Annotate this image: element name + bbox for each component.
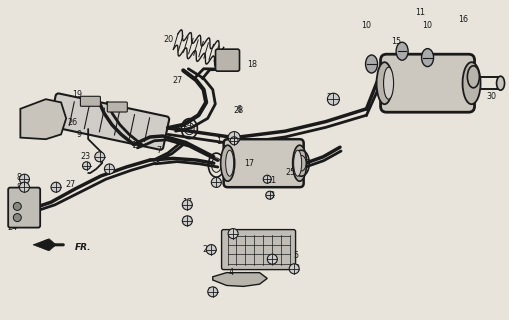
Text: 19: 19 [72, 90, 82, 99]
FancyBboxPatch shape [223, 139, 304, 187]
Circle shape [82, 162, 91, 170]
Ellipse shape [294, 150, 302, 176]
Circle shape [13, 203, 21, 211]
Circle shape [263, 175, 271, 183]
Ellipse shape [497, 76, 504, 90]
Text: 1: 1 [216, 137, 221, 146]
Text: 23: 23 [327, 93, 337, 102]
Circle shape [208, 287, 218, 297]
Ellipse shape [396, 42, 408, 60]
Circle shape [228, 132, 240, 144]
Ellipse shape [377, 62, 392, 104]
FancyBboxPatch shape [107, 102, 127, 112]
Text: 28: 28 [233, 106, 243, 115]
Text: 27: 27 [172, 76, 182, 84]
Circle shape [19, 182, 30, 192]
Text: 22: 22 [211, 179, 221, 188]
Text: 13: 13 [131, 141, 142, 150]
Text: 3: 3 [304, 159, 309, 168]
FancyBboxPatch shape [8, 188, 40, 228]
Text: 15: 15 [391, 37, 401, 46]
Ellipse shape [365, 55, 378, 73]
Ellipse shape [225, 150, 234, 176]
Circle shape [182, 216, 192, 226]
Text: 5: 5 [294, 252, 299, 260]
Text: 23: 23 [80, 152, 91, 161]
Text: 18: 18 [247, 60, 258, 68]
Circle shape [19, 174, 30, 184]
Text: 12: 12 [290, 264, 300, 273]
Polygon shape [33, 239, 56, 251]
Text: 23: 23 [208, 287, 218, 296]
Text: 9: 9 [76, 130, 81, 139]
Circle shape [327, 93, 340, 105]
Text: 24: 24 [8, 223, 18, 232]
Text: 4: 4 [229, 268, 234, 277]
Text: 8: 8 [17, 183, 22, 192]
Circle shape [266, 191, 274, 199]
Text: 11: 11 [415, 8, 425, 17]
Ellipse shape [293, 145, 306, 181]
FancyBboxPatch shape [381, 54, 474, 112]
Text: FR.: FR. [75, 243, 92, 252]
Polygon shape [20, 99, 66, 139]
Text: 8: 8 [17, 173, 22, 182]
FancyBboxPatch shape [50, 93, 169, 150]
Text: 30: 30 [487, 92, 497, 100]
Text: 7: 7 [156, 146, 161, 155]
Ellipse shape [463, 62, 480, 104]
Circle shape [289, 264, 299, 274]
Text: 17: 17 [182, 198, 192, 207]
Polygon shape [213, 273, 267, 286]
Text: 2: 2 [269, 191, 274, 200]
Circle shape [51, 182, 61, 192]
FancyBboxPatch shape [221, 230, 296, 269]
Text: 27: 27 [65, 180, 75, 189]
Ellipse shape [221, 145, 235, 181]
Ellipse shape [384, 67, 393, 99]
Circle shape [230, 137, 238, 145]
Text: 16: 16 [458, 15, 468, 24]
Text: 17: 17 [244, 159, 254, 168]
Text: 6: 6 [237, 105, 242, 114]
Circle shape [182, 200, 192, 210]
Text: 29: 29 [203, 245, 213, 254]
Circle shape [267, 254, 277, 264]
Text: 20: 20 [163, 35, 173, 44]
Text: 14: 14 [182, 120, 192, 129]
Text: 21: 21 [267, 176, 277, 185]
Circle shape [95, 152, 105, 162]
FancyBboxPatch shape [215, 49, 240, 71]
Circle shape [211, 177, 221, 188]
Text: 26: 26 [67, 118, 77, 127]
Text: 25: 25 [182, 216, 192, 225]
Text: 10: 10 [361, 21, 372, 30]
Text: 10: 10 [422, 21, 433, 30]
Circle shape [206, 244, 216, 255]
Circle shape [104, 164, 115, 174]
Text: 25: 25 [285, 168, 295, 177]
Ellipse shape [421, 49, 434, 67]
Ellipse shape [467, 66, 479, 88]
Circle shape [13, 214, 21, 222]
FancyBboxPatch shape [80, 96, 100, 106]
Circle shape [228, 228, 238, 239]
